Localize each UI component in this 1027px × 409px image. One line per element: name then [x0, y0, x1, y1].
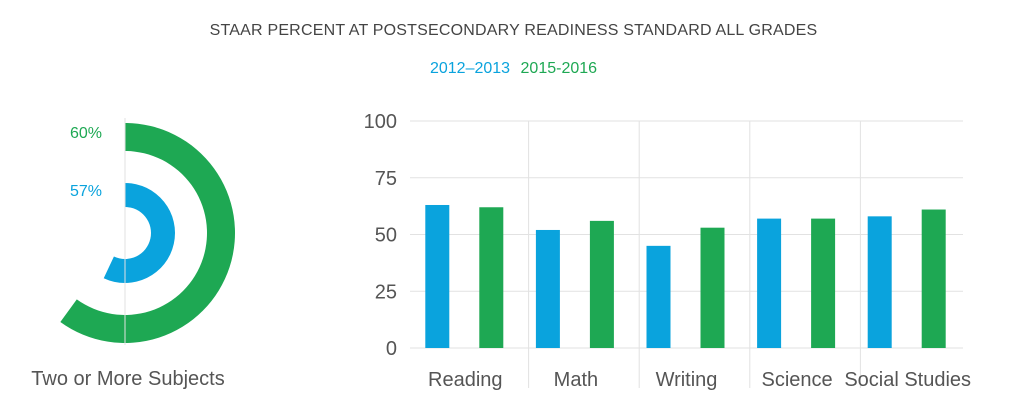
bar-science-2012-2013	[757, 218, 782, 348]
bar-science-2015-2016	[811, 218, 836, 348]
bar-reading-2012-2013	[425, 204, 450, 348]
bar-writing-2012-2013	[646, 245, 671, 348]
y-tick-label: 75	[375, 168, 397, 190]
legend-item-2012-2013: 2012–2013	[429, 60, 511, 77]
y-tick-label: 100	[364, 111, 397, 133]
x-tick-label-writing: Writing	[656, 369, 718, 391]
bar-writing-2015-2016	[700, 227, 725, 348]
x-tick-label-social-studies: Social Studies	[844, 369, 971, 391]
x-tick-label-reading: Reading	[428, 369, 503, 391]
radial-label-2015-2016: 60%	[70, 125, 102, 142]
bar-reading-2015-2016	[479, 207, 504, 348]
y-tick-label: 25	[375, 281, 397, 303]
legend-item-2015-2016: 2015-2016	[520, 60, 598, 77]
x-tick-label-science: Science	[762, 369, 833, 391]
radial-arc-2015-2016	[60, 123, 236, 343]
bar-social-studies-2015-2016	[921, 209, 946, 348]
chart-title: STAAR PERCENT AT POSTSECONDARY READINESS…	[209, 22, 818, 39]
y-tick-label: 50	[375, 225, 397, 247]
bar-social-studies-2012-2013	[867, 216, 892, 348]
bar-math-2015-2016	[589, 220, 614, 348]
legend: 2012–2013 2015-2016	[0, 60, 1027, 78]
radial-label-2012-2013: 57%	[70, 183, 102, 200]
radial-caption: Two or More Subjects	[31, 368, 224, 390]
y-tick-label: 0	[386, 338, 397, 360]
x-tick-label-math: Math	[554, 369, 598, 391]
radial-arc-2012-2013	[103, 183, 175, 283]
bar-math-2012-2013	[535, 229, 560, 348]
